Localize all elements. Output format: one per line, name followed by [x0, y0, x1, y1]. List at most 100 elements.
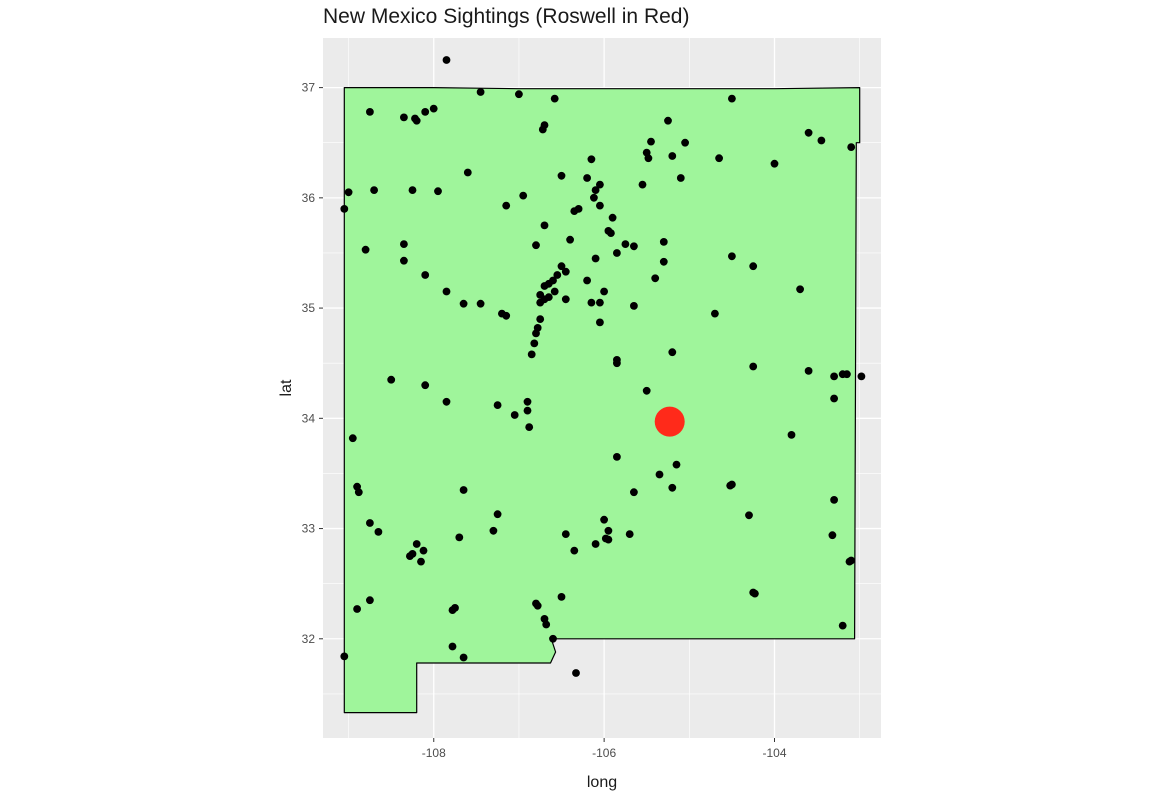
sighting-point [429, 104, 438, 113]
sighting-point [421, 381, 430, 390]
sighting-point [828, 531, 837, 540]
state-layer [343, 86, 861, 714]
sighting-point [510, 411, 519, 419]
sighting-point [542, 620, 551, 629]
sighting-point [596, 180, 604, 189]
sighting-point [838, 621, 847, 630]
sighting-point [561, 267, 570, 276]
sighting-point [651, 274, 660, 283]
sighting-point [540, 221, 549, 230]
x-axis-ticks: -108 -106 -104 [422, 738, 787, 760]
sighting-point [344, 188, 353, 197]
sighting-point [493, 510, 502, 519]
sighting-point [489, 526, 498, 535]
sighting-point [348, 434, 357, 443]
sighting-point [604, 526, 613, 535]
sighting-point [532, 329, 540, 338]
sighting-point [583, 174, 591, 182]
sighting-point [711, 309, 719, 318]
sighting-point [668, 152, 677, 160]
sighting-point [847, 143, 856, 152]
sighting-point [387, 375, 396, 384]
sighting-point [745, 511, 753, 520]
sighting-point [370, 186, 378, 195]
sighting-point [583, 276, 591, 285]
sighting-point [630, 488, 638, 497]
y-tick-label: 33 [302, 522, 316, 536]
sighting-point [749, 362, 758, 371]
sighting-point [804, 367, 813, 375]
sighting-point [845, 557, 854, 566]
sighting-point [557, 171, 566, 180]
sighting-point [770, 159, 779, 168]
sighting-point [630, 242, 638, 251]
sighting-point [442, 56, 451, 64]
sighting-point [613, 249, 621, 257]
sighting-point [655, 470, 664, 479]
sighting-point [572, 669, 580, 677]
sighting-point [523, 397, 532, 406]
x-tick-label: -108 [422, 746, 446, 760]
sighting-point [596, 298, 604, 307]
sighting-point [608, 213, 617, 222]
sighting-point [644, 154, 653, 163]
sighting-point [530, 339, 539, 348]
sighting-point [659, 238, 668, 246]
sighting-point [604, 227, 613, 235]
sighting-point [668, 348, 677, 357]
sighting-point [476, 88, 485, 96]
sighting-point [574, 205, 583, 213]
sighting-point [830, 496, 838, 504]
sighting-point [366, 519, 374, 527]
sighting-point [621, 240, 630, 249]
sighting-point [400, 256, 408, 265]
new-mexico-shape [343, 86, 861, 714]
sighting-point [374, 528, 383, 536]
sighting-point [751, 589, 759, 598]
sighting-point [459, 653, 468, 662]
sighting-point [817, 136, 826, 145]
sighting-point [630, 302, 638, 310]
sighting-point [421, 108, 430, 116]
sighting-point [561, 295, 570, 304]
sighting-point [600, 287, 608, 296]
sighting-point [672, 460, 681, 469]
sighting-point [434, 187, 442, 196]
sighting-point [843, 370, 851, 379]
sighting-point [421, 271, 430, 279]
sighting-point [408, 186, 417, 195]
sighting-point [561, 530, 570, 538]
sighting-point [553, 271, 562, 279]
sighting-point [590, 193, 598, 202]
sighting-point [668, 483, 677, 492]
sighting-point [366, 108, 374, 116]
sighting-point [400, 240, 408, 249]
sighting-point [715, 154, 723, 163]
x-tick-label: -104 [762, 746, 786, 760]
sighting-point [787, 431, 796, 439]
sighting-point [459, 299, 468, 308]
sighting-point [417, 557, 425, 566]
sighting-point [557, 593, 566, 601]
y-tick-label: 36 [302, 191, 316, 205]
sighting-point [676, 174, 685, 182]
sighting-points [340, 56, 866, 677]
sighting-point [406, 552, 414, 560]
sighting-point [647, 137, 655, 146]
sighting-point [353, 605, 361, 613]
sighting-point [830, 394, 838, 403]
sighting-point [596, 318, 604, 327]
sighting-point [728, 94, 736, 103]
sighting-point [681, 138, 689, 147]
sighting-point [442, 287, 451, 296]
sighting-point [804, 128, 813, 137]
sighting-point [533, 601, 542, 610]
sighting-point [659, 257, 668, 266]
sighting-point [591, 540, 600, 548]
sighting-point [340, 205, 349, 213]
sighting-point [749, 262, 758, 271]
sighting-point [442, 397, 451, 406]
sighting-point [625, 530, 634, 538]
sighting-point [523, 406, 532, 415]
